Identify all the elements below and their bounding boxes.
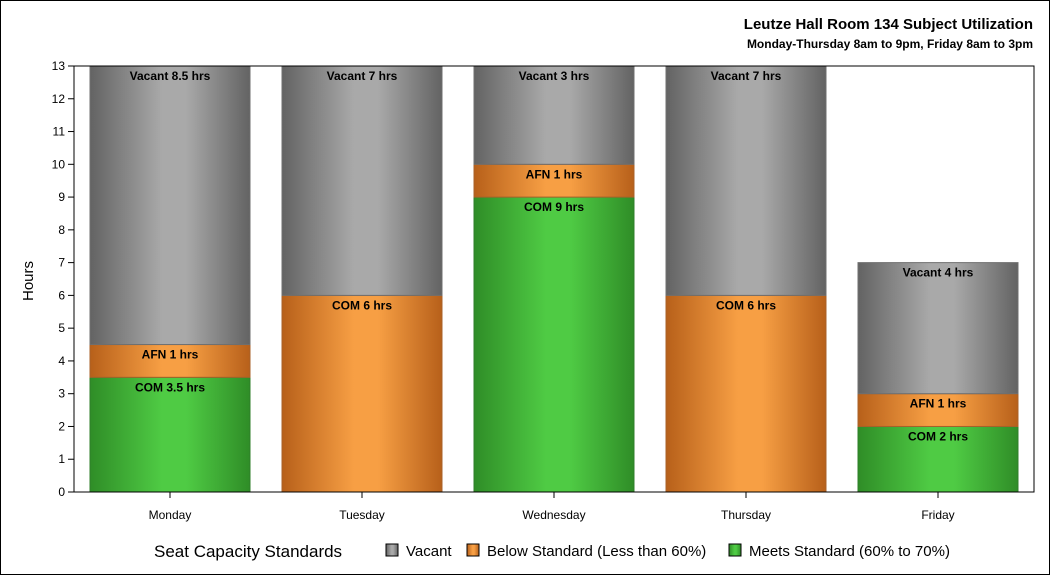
y-tick-label: 7	[58, 256, 65, 270]
bar-segment-vacant	[281, 65, 443, 296]
bar-segment-vacant	[665, 65, 827, 296]
legend-swatch-vacant	[385, 543, 399, 557]
y-tick-label: 8	[58, 223, 65, 237]
data-label: COM 9 hrs	[524, 200, 584, 214]
bar-segment-below	[665, 294, 827, 493]
legend-swatch-meets	[728, 543, 742, 557]
data-label: AFN 1 hrs	[910, 397, 967, 411]
data-label: AFN 1 hrs	[526, 167, 583, 181]
x-tick-label: Thursday	[721, 508, 771, 522]
y-tick-label: 2	[58, 419, 65, 433]
bar-segment-below	[89, 344, 251, 378]
data-label: AFN 1 hrs	[142, 348, 199, 362]
legend: Seat Capacity Standards Vacant Below Stan…	[154, 542, 950, 561]
legend-label-vacant: Vacant	[406, 543, 452, 560]
bar-segment-vacant	[857, 262, 1019, 395]
x-tick-label: Monday	[149, 508, 192, 522]
y-tick-label: 3	[58, 387, 65, 401]
legend-swatch-below	[466, 543, 480, 557]
chart-subtitle: Monday-Thursday 8am to 9pm, Friday 8am t…	[747, 37, 1033, 51]
data-label: Vacant 8.5 hrs	[130, 69, 211, 83]
y-tick-label: 5	[58, 321, 65, 335]
bar-monday: COM 3.5 hrs AFN 1 hrs Vacant 8.5 hrs	[89, 65, 251, 493]
legend-label-meets: Meets Standard (60% to 70%)	[749, 543, 950, 560]
bar-segment-meets	[857, 425, 1019, 493]
x-tick-label: Friday	[921, 508, 954, 522]
legend-label-below: Below Standard (Less than 60%)	[487, 543, 706, 560]
bar-segment-vacant	[89, 65, 251, 346]
chart-title: Leutze Hall Room 134 Subject Utilization	[744, 16, 1033, 33]
data-label: COM 2 hrs	[908, 429, 968, 443]
data-label: Vacant 3 hrs	[519, 69, 590, 83]
y-tick-label: 4	[58, 354, 65, 368]
data-label: Vacant 7 hrs	[711, 69, 782, 83]
y-tick-label: 9	[58, 190, 65, 204]
bar-friday: COM 2 hrs AFN 1 hrs Vacant 4 hrs	[857, 262, 1019, 493]
y-axis-label: Hours	[20, 261, 37, 301]
x-axis: Monday Tuesday Wednesday Thursday Friday	[149, 492, 955, 522]
bar-wednesday: COM 9 hrs AFN 1 hrs Vacant 3 hrs	[473, 65, 635, 493]
y-tick-label: 1	[58, 452, 65, 466]
bars-layer: COM 3.5 hrs AFN 1 hrs Vacant 8.5 hrs COM 6 …	[89, 65, 1019, 493]
bar-thursday: COM 6 hrs Vacant 7 hrs	[665, 65, 827, 493]
y-tick-label: 12	[52, 92, 66, 106]
x-tick-label: Tuesday	[339, 508, 385, 522]
y-tick-label: 6	[58, 288, 65, 302]
y-tick-label: 10	[52, 157, 66, 171]
bar-segment-meets	[89, 376, 251, 493]
legend-title: Seat Capacity Standards	[154, 542, 342, 561]
data-label: COM 6 hrs	[716, 298, 776, 312]
y-tick-label: 0	[58, 485, 65, 499]
bar-segment-below	[281, 294, 443, 493]
bar-segment-below	[473, 163, 635, 198]
x-tick-label: Wednesday	[522, 508, 585, 522]
y-tick-label: 13	[52, 59, 66, 73]
data-label: COM 6 hrs	[332, 298, 392, 312]
y-tick-label: 11	[53, 125, 66, 139]
data-label: Vacant 4 hrs	[903, 266, 974, 280]
bar-segment-below	[857, 393, 1019, 427]
data-label: COM 3.5 hrs	[135, 380, 205, 394]
bar-tuesday: COM 6 hrs Vacant 7 hrs	[281, 65, 443, 493]
bar-segment-meets	[473, 196, 635, 493]
data-label: Vacant 7 hrs	[327, 69, 398, 83]
